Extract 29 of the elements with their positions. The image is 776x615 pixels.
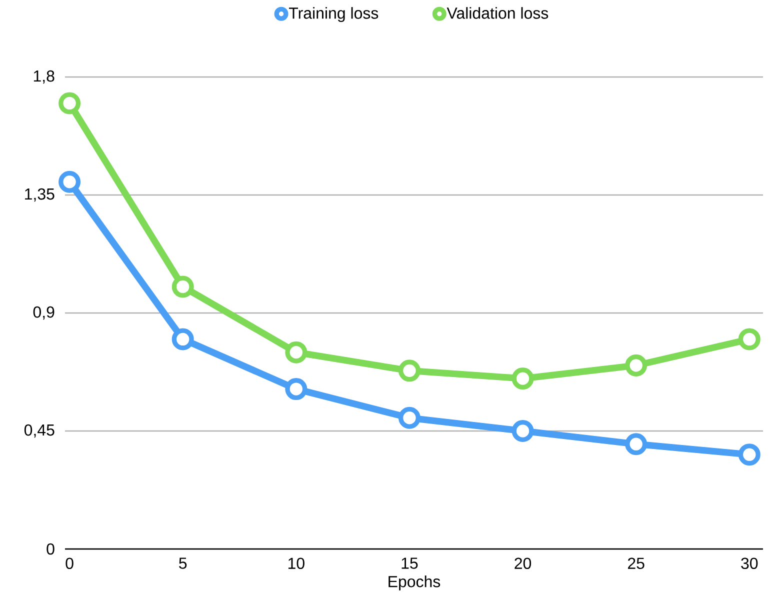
legend-label: Training loss (288, 7, 378, 22)
x-tick-label: 30 (741, 558, 758, 570)
y-tick-label: 1,35 (25, 188, 54, 202)
x-tick-label: 10 (288, 558, 304, 570)
point (512, 368, 534, 390)
point (738, 444, 760, 466)
point (625, 354, 648, 376)
legend-label: Validation loss (446, 7, 548, 19)
point (625, 433, 648, 456)
point (738, 328, 760, 350)
y-tick-label: 0,45 (24, 424, 54, 438)
point (58, 92, 81, 114)
x-tick-label: 25 (628, 558, 644, 570)
point (285, 341, 308, 364)
point (285, 378, 308, 400)
point (398, 406, 420, 429)
point (512, 420, 534, 442)
point (172, 328, 194, 350)
y-tick-label: 1,8 (34, 70, 54, 84)
y-tick-label: 0 (46, 543, 54, 555)
point (58, 170, 81, 193)
x-tick-label: 15 (402, 558, 418, 569)
x-axis-title: Epochs (388, 576, 440, 590)
x-tick-label: 5 (179, 558, 187, 569)
y-tick-label: 0,9 (33, 306, 54, 320)
point (172, 276, 194, 298)
x-tick-label: 20 (514, 558, 532, 570)
point (398, 360, 420, 382)
x-tick-label: 0 (66, 558, 74, 570)
